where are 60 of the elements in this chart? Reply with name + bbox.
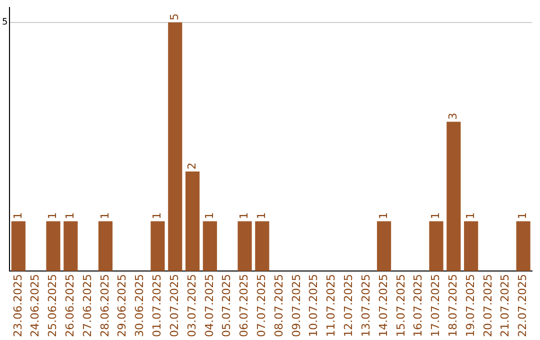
x-tick-label: 05.07.2025 bbox=[220, 274, 234, 338]
data-label: 1 bbox=[150, 212, 164, 220]
bar bbox=[46, 221, 60, 272]
x-tick-label: 28.06.2025 bbox=[98, 274, 112, 338]
data-label: 3 bbox=[446, 112, 460, 120]
x-tick-label: 23.06.2025 bbox=[11, 274, 24, 338]
bar bbox=[202, 221, 217, 272]
data-label: 1 bbox=[64, 212, 77, 220]
x-tick-label: 08.07.2025 bbox=[272, 274, 286, 338]
x-tick-label: 03.07.2025 bbox=[185, 274, 198, 338]
x-tick-label: 10.07.2025 bbox=[307, 274, 320, 338]
x-tick-label: 14.07.2025 bbox=[376, 274, 390, 338]
bar bbox=[11, 221, 26, 272]
data-label: 1 bbox=[98, 212, 112, 220]
data-label: 1 bbox=[202, 212, 216, 220]
x-tick-label: 24.06.2025 bbox=[28, 274, 42, 338]
data-label: 2 bbox=[185, 162, 198, 170]
bar bbox=[98, 221, 113, 272]
data-label: 1 bbox=[11, 212, 24, 220]
bar bbox=[376, 221, 392, 272]
x-tick-label: 17.07.2025 bbox=[429, 274, 442, 338]
bar bbox=[64, 221, 78, 272]
bar bbox=[429, 221, 444, 272]
data-label: 1 bbox=[46, 212, 60, 220]
bar bbox=[446, 122, 461, 272]
x-tick-label: 29.06.2025 bbox=[116, 274, 129, 338]
bar bbox=[464, 221, 478, 272]
x-tick-label: 30.06.2025 bbox=[133, 274, 146, 338]
x-tick-label: 11.07.2025 bbox=[324, 274, 338, 338]
x-tick-label: 22.07.2025 bbox=[516, 274, 530, 338]
data-label: 1 bbox=[516, 212, 530, 220]
x-tick-label: 06.07.2025 bbox=[238, 274, 251, 338]
data-label: 1 bbox=[464, 212, 477, 220]
x-tick-label: 26.06.2025 bbox=[64, 274, 77, 338]
bar bbox=[255, 221, 270, 272]
data-label: 5 bbox=[168, 13, 181, 20]
x-tick-label: 20.07.2025 bbox=[481, 274, 494, 338]
x-tick-label: 07.07.2025 bbox=[255, 274, 268, 338]
x-tick-label: 16.07.2025 bbox=[412, 274, 425, 338]
bar bbox=[238, 221, 252, 272]
x-tick-label: 09.07.2025 bbox=[290, 274, 303, 338]
x-tick-label: 13.07.2025 bbox=[359, 274, 372, 338]
x-tick-label: 25.06.2025 bbox=[46, 274, 60, 338]
data-label: 1 bbox=[429, 212, 442, 220]
bar bbox=[516, 221, 530, 272]
x-tick-label: 15.07.2025 bbox=[394, 274, 408, 338]
x-tick-label: 19.07.2025 bbox=[464, 274, 477, 338]
bar bbox=[185, 172, 200, 272]
data-label: 1 bbox=[376, 212, 390, 220]
x-tick-label: 04.07.2025 bbox=[202, 274, 216, 338]
bar bbox=[168, 22, 182, 272]
x-tick-label: 21.07.2025 bbox=[498, 274, 512, 338]
data-label: 1 bbox=[238, 212, 251, 220]
x-tick-label: 18.07.2025 bbox=[446, 274, 460, 338]
x-tick-label: 27.06.2025 bbox=[80, 274, 94, 338]
x-tick-label: 02.07.2025 bbox=[168, 274, 181, 338]
x-tick-label: 12.07.2025 bbox=[342, 274, 356, 338]
x-tick-label: 01.07.2025 bbox=[150, 274, 164, 338]
data-label: 1 bbox=[255, 212, 268, 220]
bar bbox=[150, 221, 165, 272]
